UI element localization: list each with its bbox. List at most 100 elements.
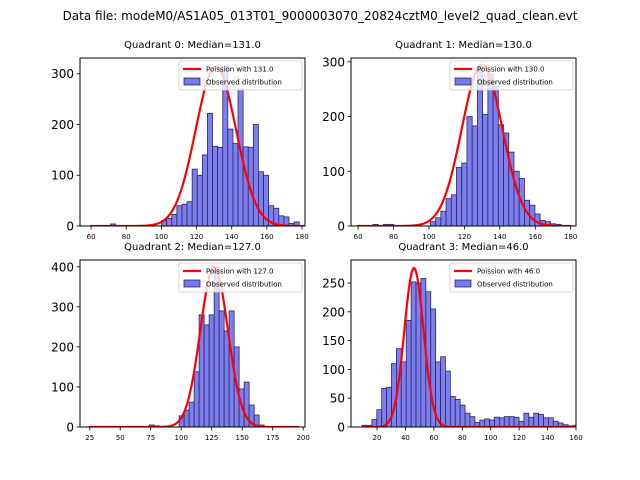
x-tick-label: 150 [236, 434, 249, 442]
histogram-bar [440, 356, 446, 427]
histogram-bar [181, 203, 188, 226]
panel-q3: 0 50 100 150 200 250 20 40 60 80 100 120 140 160 Poiss… [322, 259, 583, 442]
x-tick-label: 100 [422, 233, 435, 241]
histogram-bar [528, 416, 535, 427]
histogram-bar [258, 171, 264, 226]
x-tick-label: 25 [85, 434, 94, 442]
histogram-bar [201, 154, 208, 226]
plot-area [357, 63, 572, 226]
plot-area [90, 65, 305, 226]
legend-bar-swatch [183, 77, 201, 86]
x-tick-label: 175 [266, 434, 279, 442]
legend-box [449, 262, 574, 293]
legend-bar-swatch [183, 279, 201, 288]
x-tick-label: 120 [512, 434, 525, 442]
histogram-bar [523, 412, 530, 427]
histogram-bar [376, 409, 383, 427]
x-tick-label: 40 [401, 434, 410, 442]
y-tick-label: 0 [337, 220, 345, 234]
x-tick-label: 180 [564, 233, 577, 241]
histogram-bar [461, 162, 468, 226]
histogram-bar [464, 412, 471, 427]
histogram-bar [533, 412, 540, 427]
legend-label-poisson: Poission with 46.0 [477, 268, 540, 276]
legend-label-observed: Observed distribution [206, 281, 282, 289]
legend-box [178, 60, 303, 91]
x-tick-label: 120 [458, 233, 471, 241]
y-tick-label: 200 [322, 110, 345, 124]
y-tick-label: 200 [51, 340, 74, 354]
y-tick-label: 200 [51, 118, 74, 132]
histogram-bar [471, 125, 478, 226]
histogram-bar [435, 217, 442, 226]
histogram-bar [196, 174, 203, 226]
histogram-bar [405, 320, 412, 427]
x-tick-label: 80 [122, 233, 131, 241]
legend-bar-swatch [454, 279, 472, 288]
histogram-bar [166, 217, 173, 226]
x-tick-label: 140 [225, 233, 238, 241]
histogram-bar [410, 281, 417, 427]
y-tick-label: 250 [322, 277, 345, 291]
x-tick-label: 60 [87, 233, 96, 241]
histogram-bar [487, 73, 494, 226]
histogram-bar [218, 310, 225, 427]
legend: Poission with 46.0 Observed distribution [449, 262, 574, 293]
histogram-bar [188, 401, 195, 427]
histogram-bar [186, 201, 193, 226]
histogram-bar [381, 388, 388, 427]
x-tick-label: 120 [190, 233, 203, 241]
histogram-bar [429, 221, 436, 226]
y-tick-label: 100 [322, 165, 345, 179]
histogram-bar [449, 396, 456, 427]
legend-label-observed: Observed distribution [477, 79, 553, 87]
x-tick-label: 80 [389, 233, 398, 241]
histogram-bar [469, 416, 476, 427]
legend-box [178, 262, 303, 293]
y-tick-label: 150 [322, 334, 345, 348]
y-tick-label: 300 [51, 67, 74, 81]
histogram-bar [263, 174, 270, 226]
y-tick-label: 200 [322, 305, 345, 319]
x-tick-label: 60 [429, 434, 438, 442]
y-tick-label: 0 [66, 421, 74, 435]
histogram-bar [456, 167, 463, 226]
x-tick-label: 75 [146, 434, 155, 442]
histogram-bar [253, 414, 260, 427]
x-tick-label: 100 [484, 434, 497, 442]
histogram-bar [498, 417, 505, 427]
histogram-bar [445, 370, 451, 427]
x-tick-label: 20 [373, 434, 382, 442]
histogram-bar [484, 418, 490, 427]
x-tick-label: 140 [541, 434, 554, 442]
histogram-bar [445, 198, 452, 226]
x-tick-label: 160 [260, 233, 273, 241]
axes-frame [350, 259, 577, 428]
x-tick-label: 100 [155, 233, 168, 241]
y-tick-label: 100 [51, 380, 74, 394]
histogram-bar [208, 314, 215, 427]
histogram-bar [191, 168, 198, 226]
x-tick-label: 160 [529, 233, 542, 241]
axes-frame [79, 259, 306, 428]
x-tick-label: 160 [569, 434, 582, 442]
y-tick-label: 300 [322, 55, 345, 69]
legend-label-poisson: Poission with 127.0 [206, 268, 274, 276]
x-tick-label: 80 [458, 434, 467, 442]
histogram-bar [212, 145, 219, 226]
histogram-bar [400, 361, 407, 427]
y-tick-label: 100 [51, 169, 74, 183]
panel-q1: 0 100 200 300 60 80 100 120 140 160 180 Poission wi… [322, 55, 577, 241]
histogram-bar [207, 112, 213, 226]
x-tick-label: 60 [354, 233, 363, 241]
histogram-bar [242, 146, 249, 226]
legend: Poission with 130.0 Observed distribution [449, 60, 574, 91]
histogram-bar [252, 124, 259, 226]
histogram-bar [543, 417, 549, 427]
histogram-bar [176, 205, 183, 226]
x-tick-label: 125 [205, 434, 218, 442]
panel-title-q2: Quadrant 2: Median=127.0 [124, 242, 261, 253]
panel-title-q1: Quadrant 1: Median=130.0 [395, 40, 532, 51]
y-tick-label: 400 [51, 260, 74, 274]
x-tick-label: 140 [493, 233, 506, 241]
